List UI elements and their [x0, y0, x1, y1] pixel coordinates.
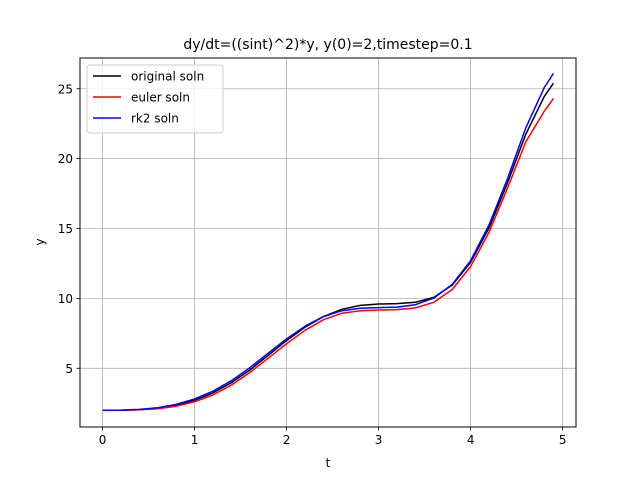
grid: [80, 58, 576, 427]
series-line-rk2-soln: [102, 72, 555, 411]
y-tick-label: 15: [58, 222, 73, 236]
legend: original soln euler soln rk2 soln: [86, 64, 224, 134]
legend-box: [86, 64, 224, 134]
plot-frame: [79, 57, 577, 428]
x-axis-label: t: [326, 456, 331, 470]
x-tick-label: 2: [283, 433, 291, 447]
x-tick-label: 4: [467, 433, 475, 447]
x-tick-label: 1: [191, 433, 199, 447]
x-tick-label: 0: [99, 433, 107, 447]
y-tick-label: 10: [58, 292, 73, 306]
y-axis: 5 10 15 20 25: [58, 82, 80, 376]
legend-label-original-soln: original soln: [131, 70, 204, 84]
series-line-euler-soln: [102, 98, 555, 411]
x-tick-label: 5: [559, 433, 567, 447]
y-tick-label: 20: [58, 152, 73, 166]
legend-label-rk2-soln: rk2 soln: [131, 112, 179, 126]
x-tick-label: 3: [375, 433, 383, 447]
series-lines: [102, 72, 555, 411]
y-tick-label: 25: [58, 82, 73, 96]
y-tick-label: 5: [65, 362, 73, 376]
y-axis-label: y: [33, 238, 47, 245]
x-axis: 0 1 2 3 4 5: [99, 427, 567, 447]
chart-title: dy/dt=((sint)^2)*y, y(0)=2,timestep=0.1: [183, 37, 472, 53]
legend-label-euler-soln: euler soln: [131, 91, 190, 105]
